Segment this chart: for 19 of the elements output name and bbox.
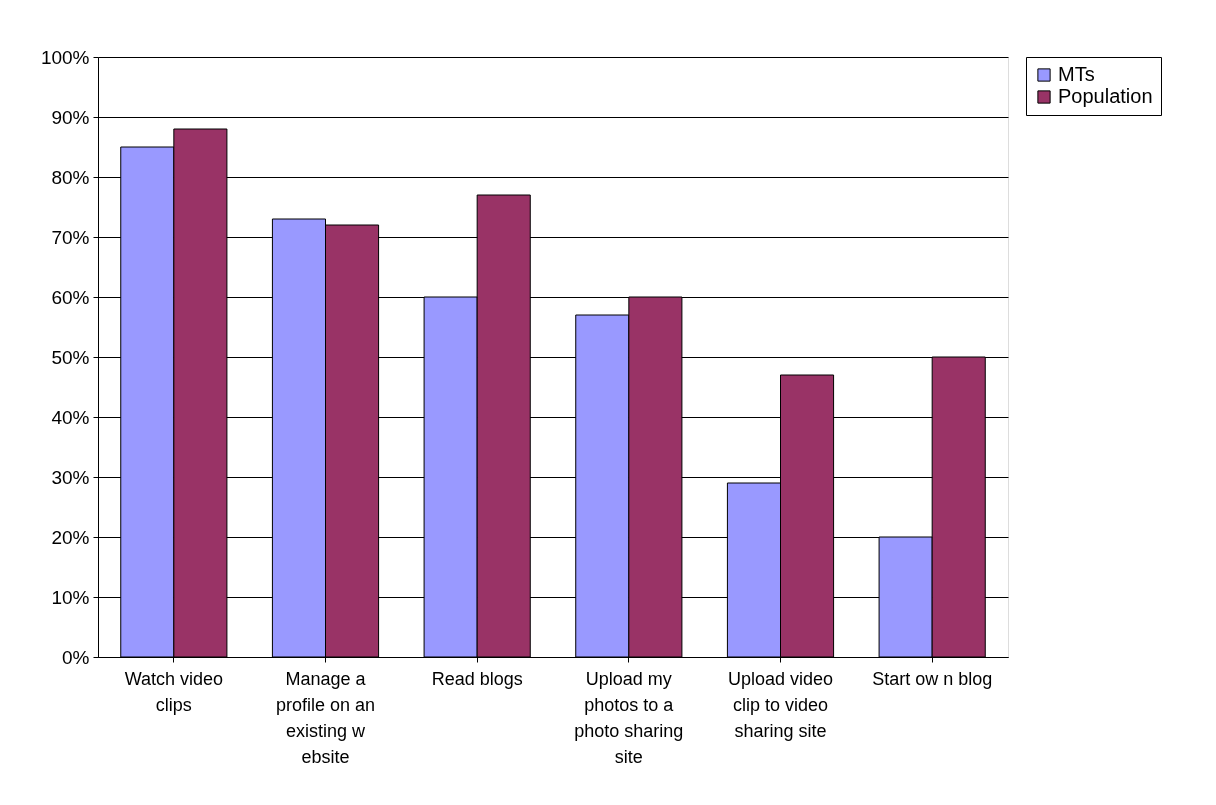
y-tick-label: 60% [51, 286, 90, 308]
y-tick-label: 0% [62, 646, 90, 668]
x-tick-label: Upload my photos to a photo sharing site [574, 668, 684, 767]
x-tick-label: Upload video clip to video sharing site [727, 668, 834, 741]
x-tick-label: Start ow n blog [872, 668, 993, 689]
y-tick-label: 90% [51, 106, 90, 128]
y-tick-label: 10% [51, 586, 90, 608]
legend-label: MTs [1058, 63, 1095, 85]
y-tick-label: 80% [51, 166, 90, 188]
y-tick-label: 100% [40, 46, 90, 68]
y-tick-label: 20% [51, 526, 90, 548]
x-tick-label: Manage a profile on an existing w ebsite [275, 668, 376, 767]
y-tick-label: 50% [51, 346, 90, 368]
y-tick-label: 40% [51, 406, 90, 428]
legend-label: Population [1058, 85, 1153, 107]
x-tick-label: Watch video clips [124, 668, 224, 715]
y-tick-label: 70% [51, 226, 90, 248]
y-tick-label: 30% [51, 466, 90, 488]
x-tick-label: Read blogs [431, 668, 523, 689]
